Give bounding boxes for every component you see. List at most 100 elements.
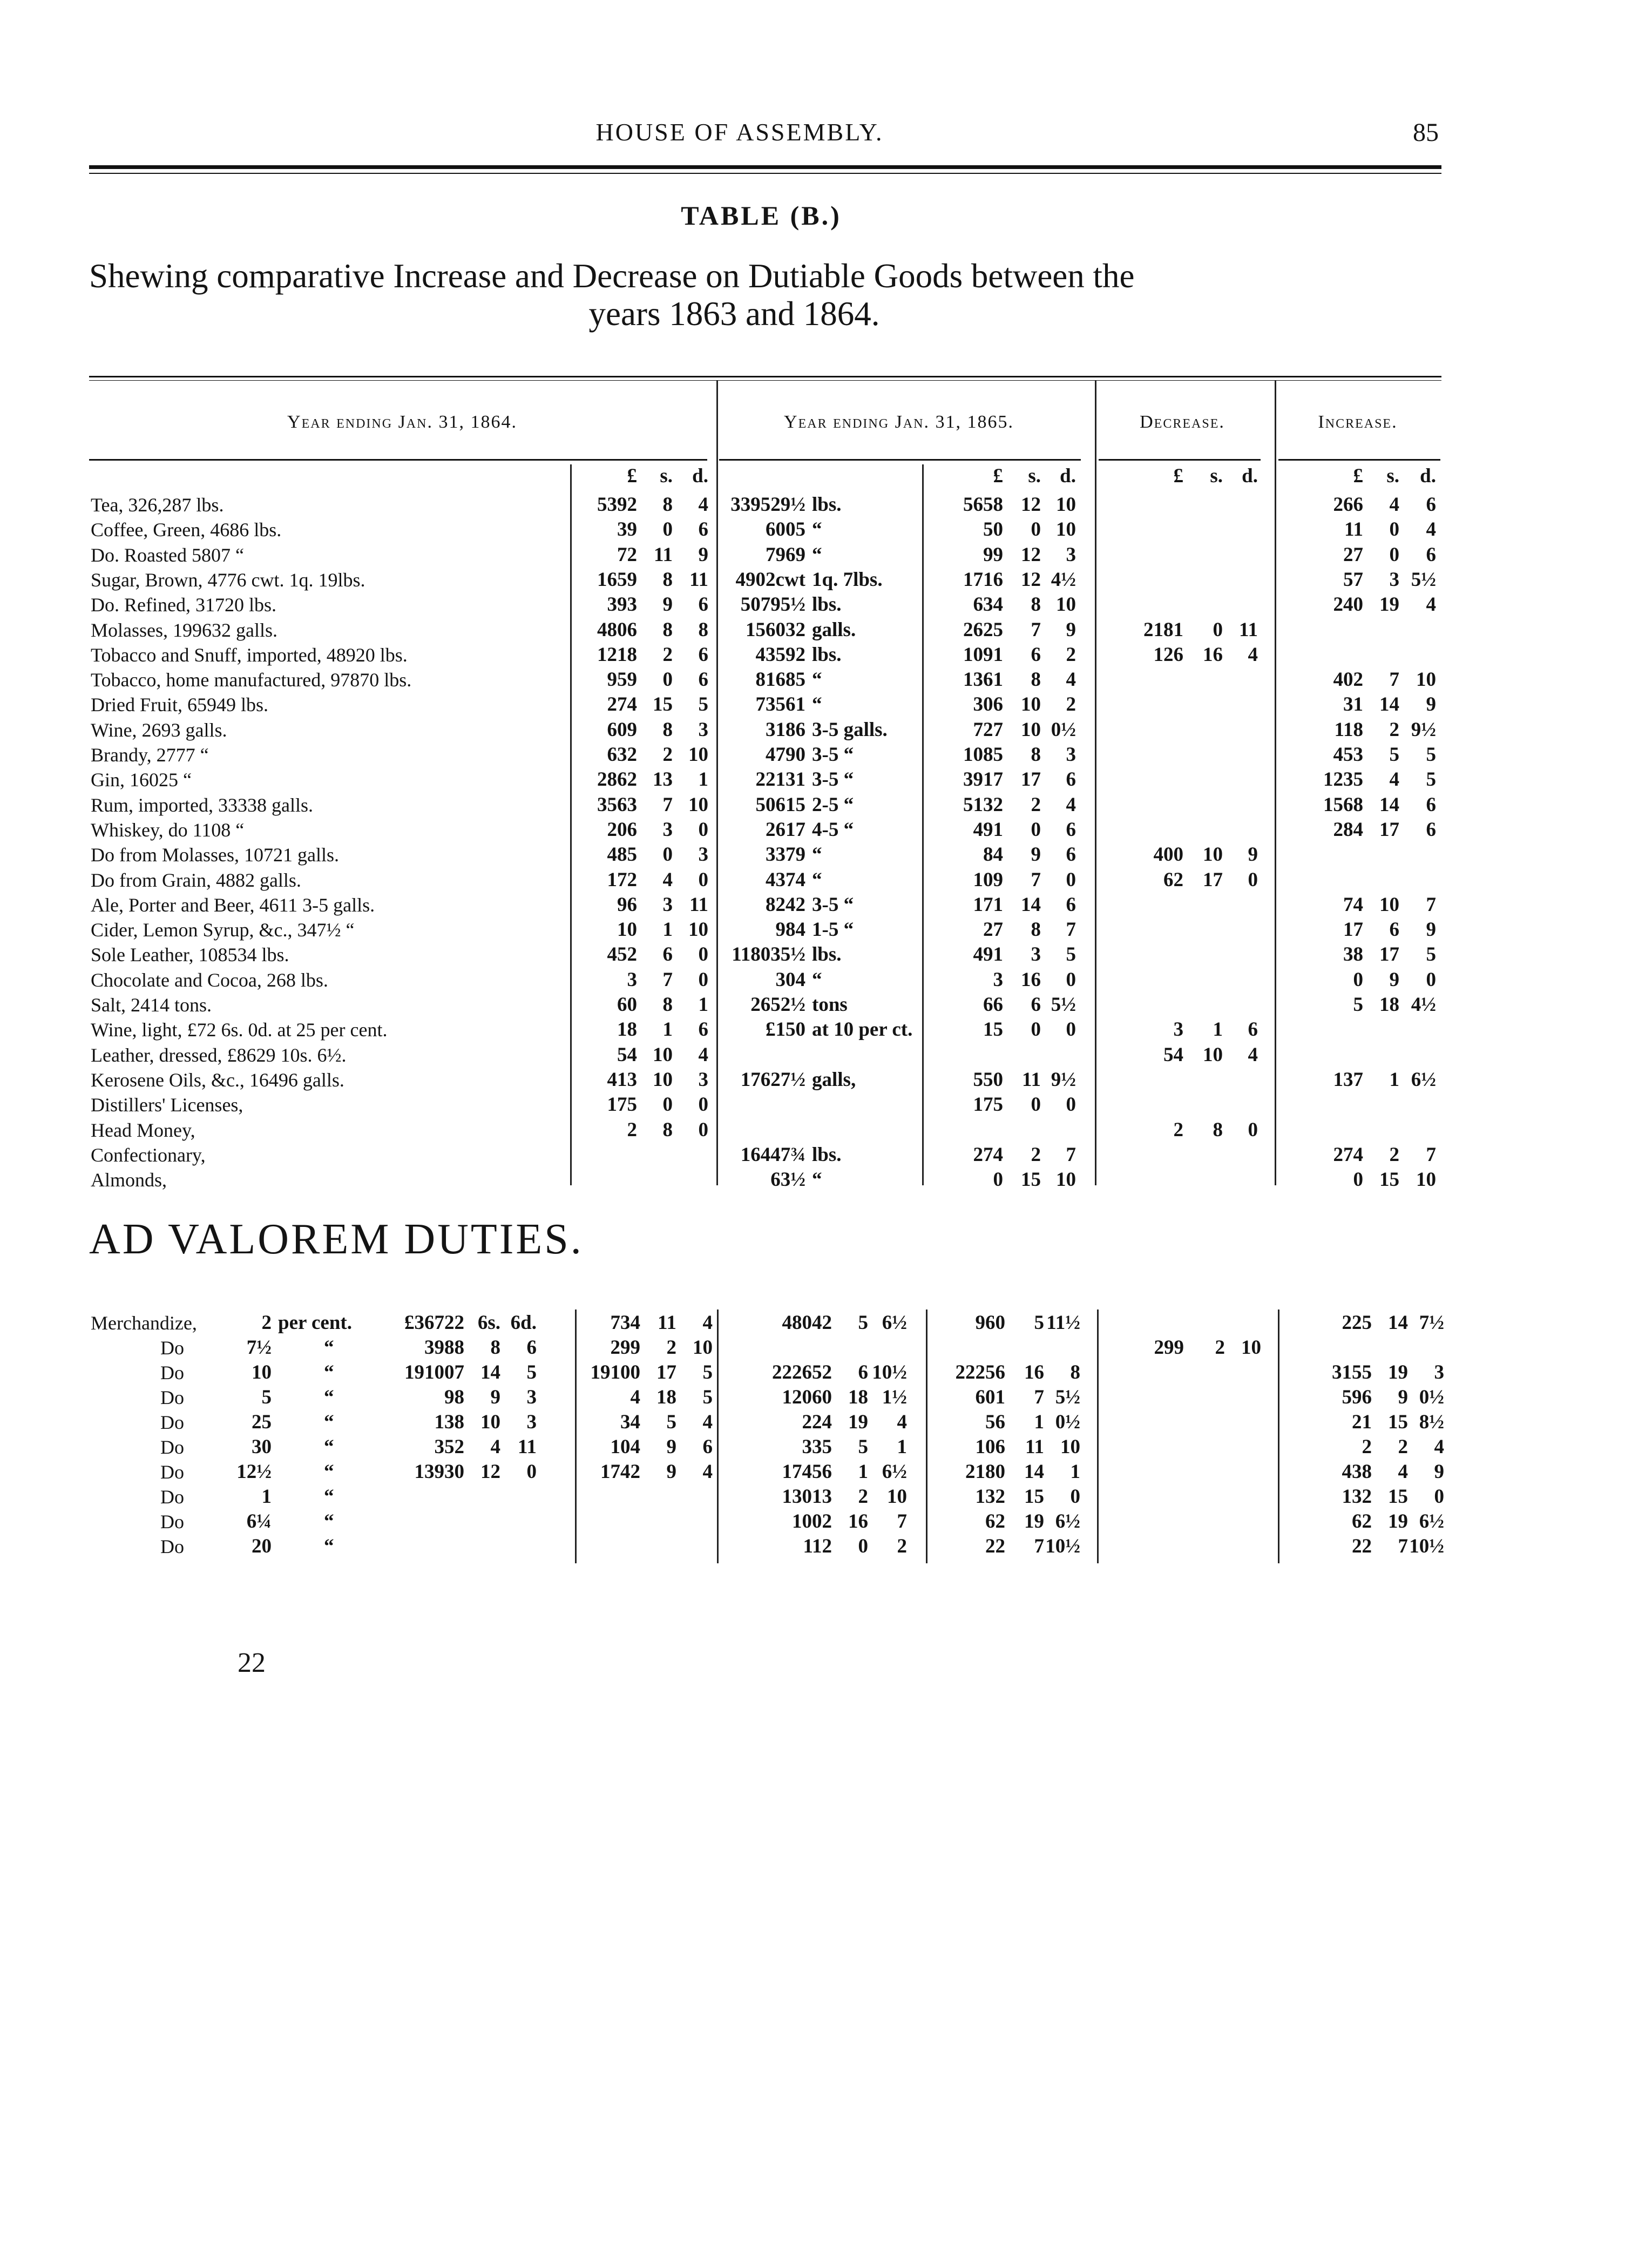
item-description: Almonds, — [91, 1169, 167, 1191]
increase-pounds: 118 — [1334, 719, 1363, 741]
value-1865-shillings: 0 — [1031, 518, 1041, 541]
value-1865-shillings: 7 — [1031, 619, 1041, 641]
pence-label: d. — [1242, 465, 1258, 487]
rate-unit: “ — [324, 1486, 334, 1508]
value-1865-pounds: 491 — [973, 943, 1004, 966]
increase-pounds: 11 — [1344, 518, 1363, 541]
value-1865-pounds: 306 — [973, 693, 1004, 716]
value-1864-pounds: 393 — [607, 593, 638, 616]
value-1864-pence: 4 — [698, 494, 709, 516]
value-1865-pounds: 550 — [973, 1069, 1004, 1091]
item-description: Do — [160, 1486, 184, 1508]
value-1865-pence: 2 — [897, 1535, 908, 1557]
duty-1865-pounds: 601 — [975, 1386, 1006, 1408]
decrease-pounds: 54 — [1163, 1044, 1183, 1066]
quantity-unit-1865: “ — [812, 518, 822, 541]
item-description: Wine, light, £72 6s. 0d. at 25 per cent. — [91, 1019, 388, 1041]
increase-shillings: 19 — [1379, 593, 1399, 616]
increase-shillings: 9 — [1398, 1386, 1409, 1408]
quantity-unit-1865: 3-5 “ — [812, 744, 854, 766]
column-divider — [926, 1310, 927, 1563]
value-1865-shillings: 0 — [1031, 1018, 1041, 1041]
increase-pence: 5 — [1426, 768, 1437, 791]
value-1865-pence: 4 — [897, 1411, 908, 1433]
quantity-1865: 6005 — [766, 518, 805, 541]
value-1865-pence: 6 — [1066, 819, 1076, 841]
column-header-1865: Year ending Jan. 31, 1865. — [784, 412, 1014, 432]
increase-shillings: 9 — [1389, 969, 1400, 991]
decrease-pence: 10 — [1241, 1336, 1261, 1359]
increase-shillings: 19 — [1388, 1510, 1408, 1533]
increase-shillings: 5 — [1389, 744, 1400, 766]
column-divider — [570, 464, 572, 1185]
value-1865-pence: 7 — [897, 1510, 908, 1533]
value-1864-pence: 0 — [698, 1119, 709, 1141]
value-1865-pence: 10½ — [872, 1361, 907, 1383]
value-1865-pence: 7 — [1066, 1144, 1076, 1166]
value-1865-pence: 6½ — [882, 1461, 907, 1483]
value-1864-pounds: 3 — [627, 969, 638, 991]
pence-label: d. — [1060, 465, 1076, 487]
quantity-unit-1865: tons — [812, 994, 848, 1016]
value-1864-pounds: 632 — [607, 744, 638, 766]
value-1864-pounds: 206 — [607, 819, 638, 841]
value-1864-pounds: 191007 — [404, 1361, 464, 1383]
duty-1865-shillings: 5 — [1034, 1312, 1045, 1334]
increase-pence: 9 — [1434, 1461, 1445, 1483]
value-1864-pence: 3 — [698, 1069, 709, 1091]
increase-pence: 4 — [1434, 1436, 1445, 1458]
decrease-pounds: 126 — [1153, 644, 1184, 666]
duty-1864-pounds: 4 — [630, 1386, 641, 1408]
value-1865-pounds: 27 — [983, 919, 1003, 941]
increase-pence: 5 — [1426, 943, 1437, 966]
value-1864-shillings: 3 — [662, 819, 673, 841]
increase-pence: 10 — [1416, 1169, 1436, 1191]
increase-pence: 6½ — [1411, 1069, 1436, 1091]
increase-pence: 8½ — [1419, 1411, 1444, 1433]
quantity-1865: 73561 — [755, 693, 806, 716]
value-1865-pence: 4 — [1066, 669, 1076, 691]
value-1865-pence: 10 — [1056, 1169, 1076, 1191]
quantity-unit-1865: lbs. — [812, 593, 842, 616]
value-1864-pounds: 2862 — [597, 768, 637, 791]
value-1864-shillings: 2 — [662, 644, 673, 666]
increase-pounds: 274 — [1333, 1144, 1364, 1166]
increase-pence: 6 — [1426, 794, 1437, 816]
increase-shillings: 14 — [1379, 794, 1399, 816]
item-description: Do — [160, 1362, 184, 1383]
decrease-shillings: 8 — [1213, 1119, 1223, 1141]
quantity-1865: 63½ — [770, 1169, 805, 1191]
quantity-unit-1865: 1-5 “ — [812, 919, 854, 941]
value-1865-pence: 4½ — [1051, 569, 1076, 591]
value-1864-shillings: 13 — [653, 768, 673, 791]
quantity-unit-1865: 3-5 galls. — [812, 719, 888, 741]
quantity-unit-1865: “ — [812, 544, 822, 566]
duty-1865-shillings: 7 — [1034, 1535, 1045, 1557]
header-underline-1864 — [89, 459, 707, 461]
value-1864-shillings: 7 — [662, 969, 673, 991]
quantity-1865: 118035½ — [732, 943, 805, 966]
item-description: Confectionary, — [91, 1144, 206, 1166]
quantity-unit-1865: at 10 per ct. — [812, 1018, 913, 1041]
increase-pounds: 31 — [1343, 693, 1363, 716]
header-underline-decrease — [1099, 459, 1261, 461]
duty-1864-shillings: 5 — [666, 1411, 677, 1433]
increase-pence: 6½ — [1419, 1510, 1444, 1533]
value-1865-pence: 0 — [1066, 1018, 1076, 1041]
increase-pounds: 402 — [1333, 669, 1364, 691]
item-description: Do — [160, 1461, 184, 1483]
running-header-title: HOUSE OF ASSEMBLY. — [595, 118, 884, 146]
value-1865-shillings: 2 — [1031, 1144, 1041, 1166]
item-description: Sugar, Brown, 4776 cwt. 1q. 19lbs. — [91, 569, 365, 591]
column-divider — [1097, 1310, 1099, 1563]
value-1865-shillings: 5 — [858, 1436, 869, 1458]
value-1864-shillings: 7 — [662, 794, 673, 816]
duty-1865-pence: 1 — [1070, 1461, 1081, 1483]
quantity-unit-1865: 4-5 “ — [812, 819, 854, 841]
duty-rate: 1 — [261, 1486, 272, 1508]
value-1864-pence: 6 — [698, 518, 709, 541]
value-1864-pence: 1 — [698, 768, 709, 791]
value-1864-pounds: 3563 — [597, 794, 637, 816]
value-1865-pounds: 13013 — [782, 1486, 832, 1508]
value-1865-pounds: 1361 — [963, 669, 1003, 691]
